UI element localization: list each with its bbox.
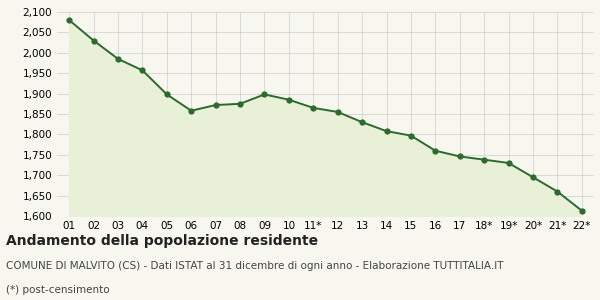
Point	[235, 101, 245, 106]
Point	[577, 208, 587, 213]
Point	[455, 154, 464, 159]
Point	[479, 157, 489, 162]
Point	[64, 18, 74, 22]
Text: COMUNE DI MALVITO (CS) - Dati ISTAT al 31 dicembre di ogni anno - Elaborazione T: COMUNE DI MALVITO (CS) - Dati ISTAT al 3…	[6, 261, 503, 271]
Point	[113, 56, 123, 61]
Point	[431, 148, 440, 153]
Point	[308, 106, 318, 110]
Point	[187, 108, 196, 113]
Point	[382, 129, 391, 134]
Point	[504, 160, 514, 165]
Point	[358, 120, 367, 124]
Point	[260, 92, 269, 97]
Point	[89, 38, 98, 43]
Point	[528, 175, 538, 180]
Point	[137, 68, 147, 73]
Point	[162, 92, 172, 97]
Point	[553, 189, 562, 194]
Point	[406, 133, 416, 138]
Point	[284, 97, 293, 102]
Text: Andamento della popolazione residente: Andamento della popolazione residente	[6, 234, 318, 248]
Text: (*) post-censimento: (*) post-censimento	[6, 285, 110, 295]
Point	[211, 103, 220, 107]
Point	[333, 110, 343, 114]
